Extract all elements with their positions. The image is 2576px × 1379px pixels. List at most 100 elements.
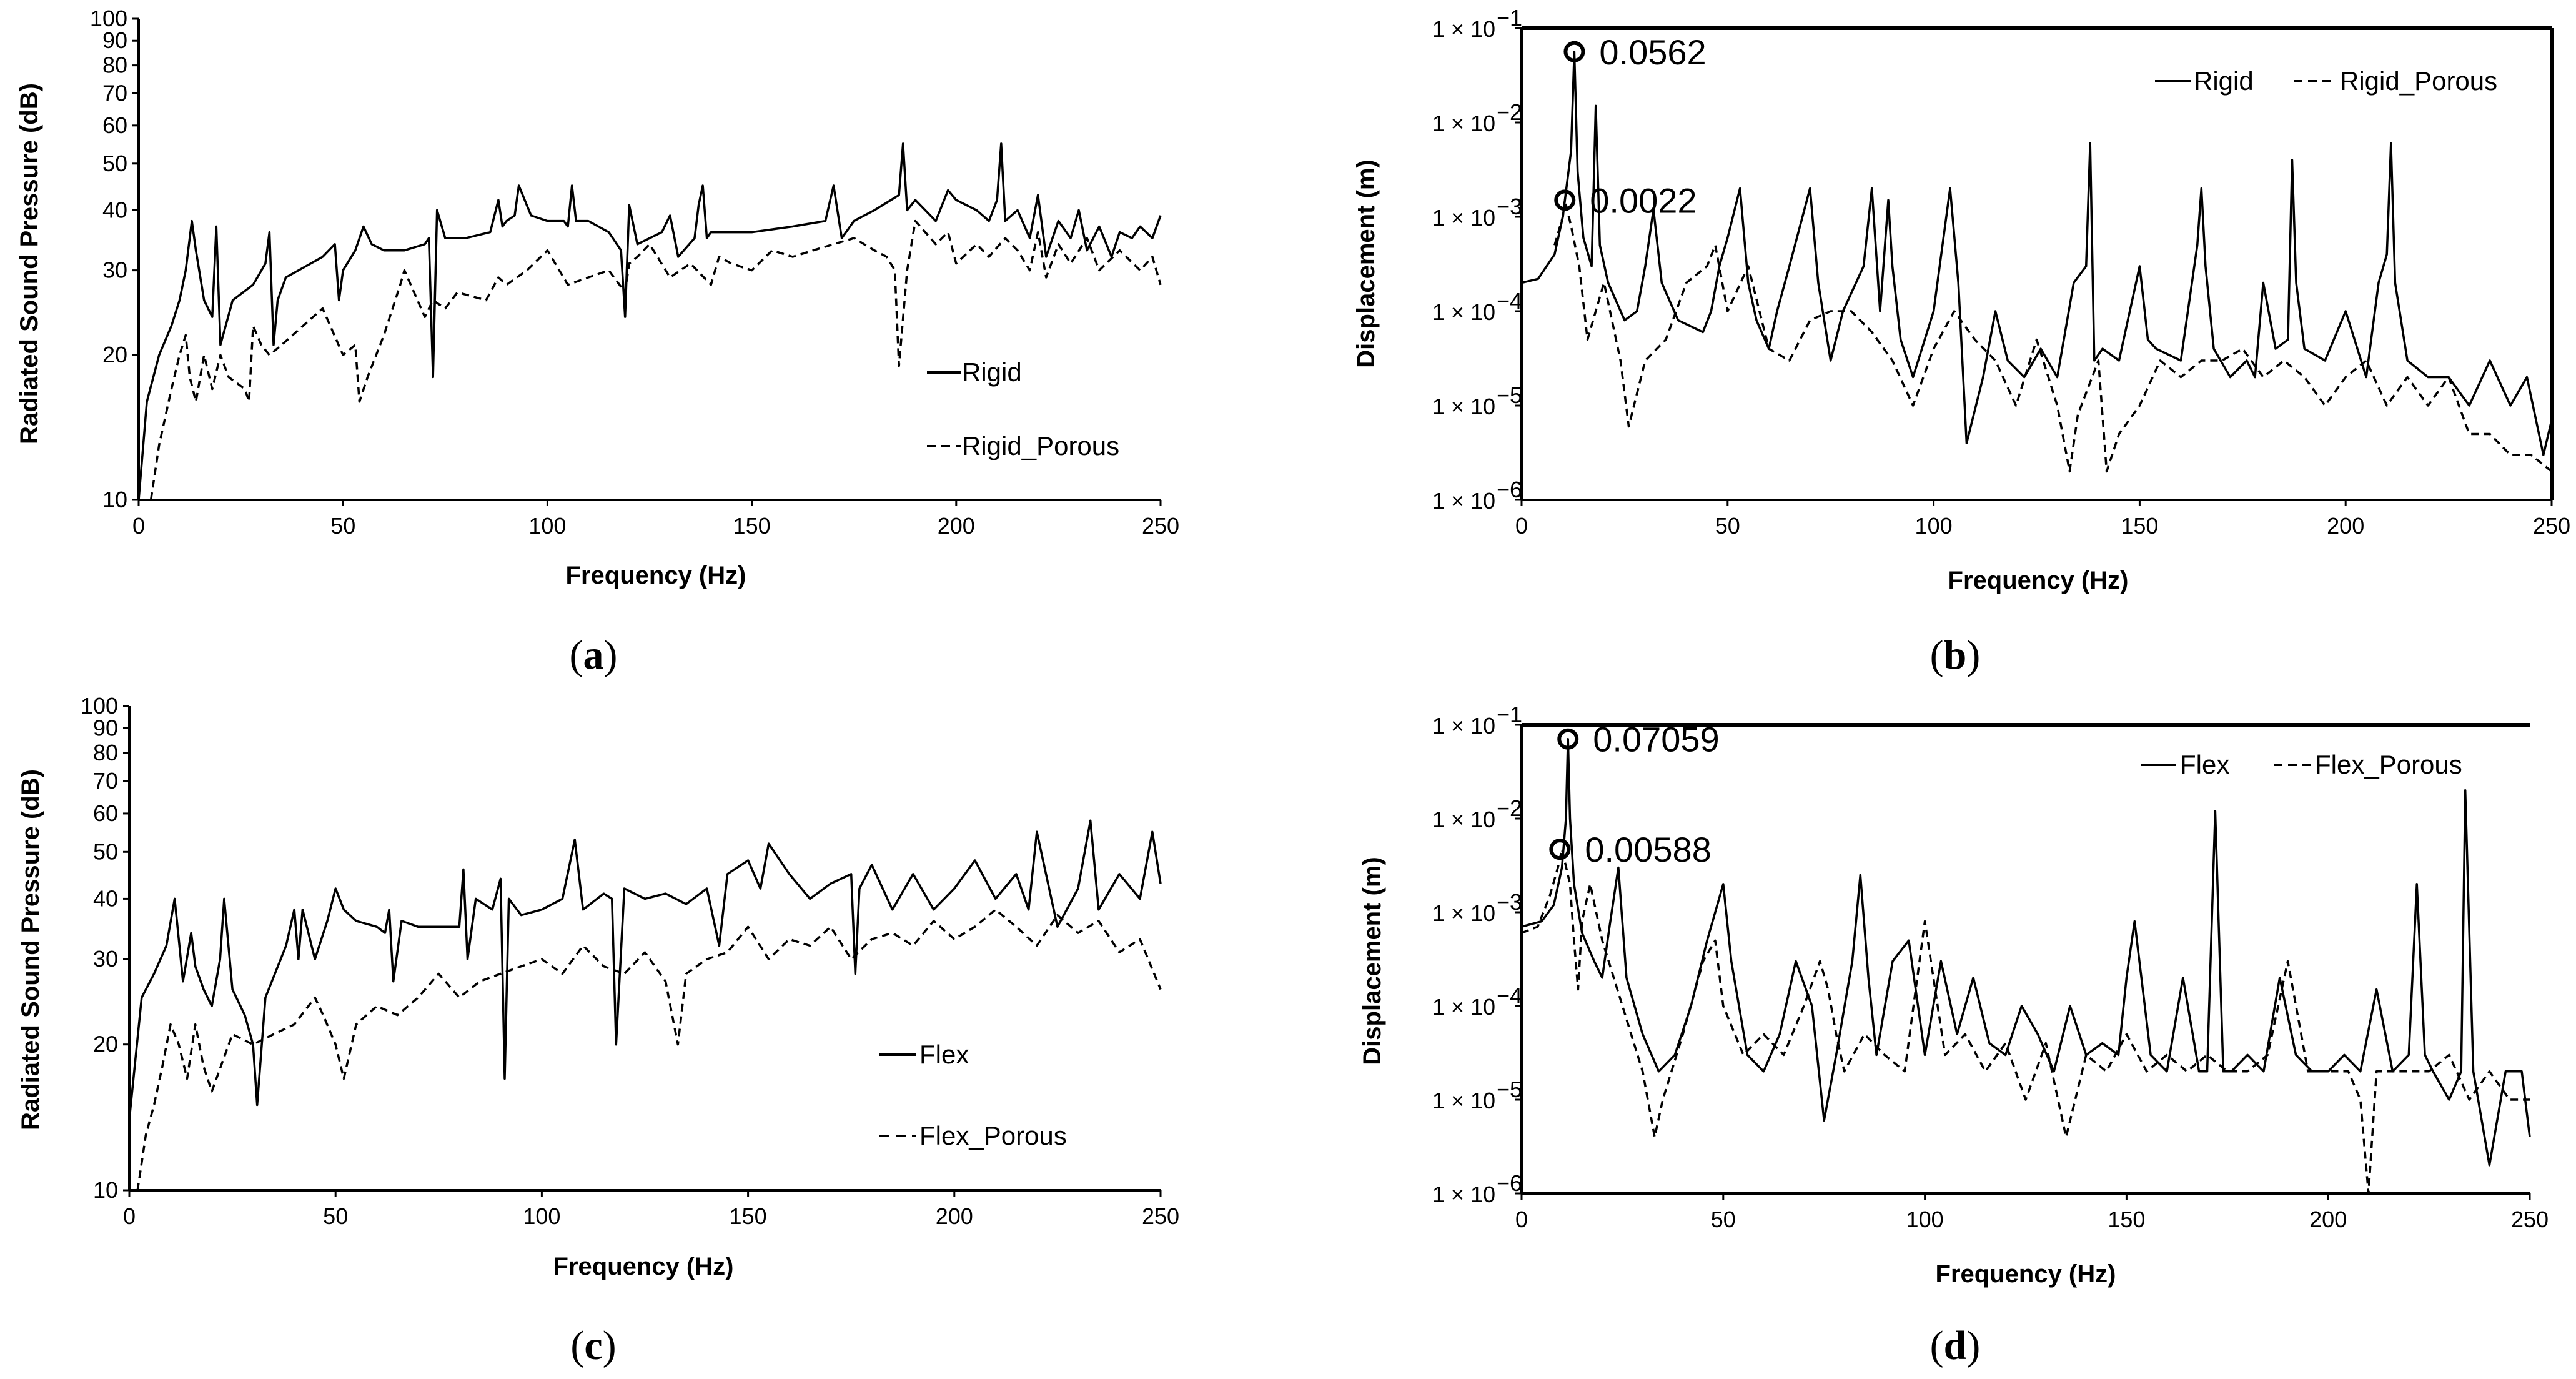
d-x-tick-label: 200 — [2309, 1207, 2347, 1232]
c-x-tick-label: 100 — [523, 1203, 560, 1229]
b-x-tick-label: 250 — [2533, 513, 2570, 539]
c-x-tick-label: 250 — [1142, 1203, 1179, 1229]
c-legend-label-flex-porous: Flex_Porous — [919, 1121, 1067, 1150]
c-y-tick-label: 50 — [93, 839, 118, 864]
c-y-tick-label: 90 — [93, 715, 118, 740]
a-axes-frame — [137, 19, 1161, 501]
a-x-axis-title: Frequency (Hz) — [566, 562, 746, 589]
d-y-tick-exponent: −5 — [1497, 1077, 1522, 1102]
c-legend-label-flex: Flex — [919, 1040, 969, 1069]
a-y-tick-label: 50 — [102, 151, 127, 176]
b-legend-label-rigid: Rigid — [2194, 66, 2254, 96]
a-x-tick-label: 100 — [528, 513, 566, 539]
b-x-tick-label: 50 — [1715, 513, 1740, 539]
b-y-axis-title: Displacement (m) — [1352, 159, 1380, 367]
d-peak-value-label: 0.07059 — [1593, 720, 1719, 759]
b-y-tick-label: 1 × 10 — [1432, 16, 1495, 42]
c-legend: Flex Flex_Porous — [879, 1040, 1067, 1150]
a-legend-label-rigid-porous: Rigid_Porous — [962, 431, 1119, 460]
c-panel-label-open: ( — [570, 1323, 584, 1368]
d-series-flex — [1521, 737, 2531, 1167]
b-peak-marker — [1563, 41, 1585, 62]
c-x-tick-label: 200 — [936, 1203, 973, 1229]
b-y-tick-exponent: −2 — [1497, 99, 1522, 125]
c-y-tick-label: 20 — [93, 1032, 118, 1057]
b-y-tick-exponent: −1 — [1497, 5, 1522, 31]
a-panel-label-close: ) — [604, 632, 618, 678]
a-panel-label: (a) — [570, 632, 618, 678]
b-series-rigid-porous — [1553, 199, 2553, 473]
chart-panel-d: 0 50 100 150 200 250 1 × 10 −61 × 10 −51 × 10 −4… — [1359, 702, 2549, 1368]
c-x-tick-labels: 0 50 100 150 200 250 — [123, 1203, 1179, 1229]
d-x-tick-label: 100 — [1906, 1207, 1944, 1232]
a-panel-label-open: ( — [570, 632, 583, 678]
b-panel-label-close: ) — [1966, 632, 1980, 678]
a-y-tick-label: 90 — [102, 27, 127, 53]
b-x-tick-label: 150 — [2121, 513, 2158, 539]
c-y-tick-label: 10 — [93, 1177, 118, 1203]
b-tick-marks — [1515, 27, 2553, 506]
a-x-tick-label: 0 — [132, 513, 145, 539]
d-x-tick-label: 250 — [2511, 1207, 2549, 1232]
d-peak-value-label: 0.00588 — [1585, 830, 1711, 869]
d-y-tick-label: 1 × 10 — [1432, 994, 1495, 1020]
c-y-tick-label: 70 — [93, 768, 118, 794]
b-peak-annotations: 0.0562 0.0022 — [1554, 32, 1707, 220]
d-peak-marker — [1549, 839, 1571, 860]
c-y-tick-label: 40 — [93, 885, 118, 911]
d-tick-marks — [1515, 724, 2531, 1200]
a-y-tick-label: 80 — [102, 52, 127, 78]
a-y-tick-label: 20 — [102, 342, 127, 367]
b-x-tick-label: 100 — [1915, 513, 1953, 539]
d-peak-annotations: 0.07059 0.00588 — [1549, 720, 1720, 869]
d-y-tick-exponent: −6 — [1497, 1170, 1522, 1196]
d-y-tick-label: 1 × 10 — [1432, 1182, 1495, 1207]
d-panel-label-letter: d — [1944, 1323, 1967, 1368]
a-y-tick-label: 100 — [90, 6, 127, 31]
d-panel-label-close: ) — [1966, 1323, 1980, 1368]
d-peak-marker — [1557, 728, 1579, 750]
d-legend-label-flex: Flex — [2180, 750, 2229, 779]
a-x-tick-label: 200 — [938, 513, 975, 539]
d-y-tick-label: 1 × 10 — [1432, 900, 1495, 926]
d-panel-label: (d) — [1930, 1323, 1981, 1368]
chart-panel-b: 0 50 100 150 200 250 1 × 10 −61 × 10 −51 × 10 −4… — [1352, 5, 2570, 678]
c-y-axis-title: Radiated Sound Pressure (dB) — [17, 769, 44, 1130]
c-x-tick-label: 50 — [323, 1203, 348, 1229]
c-axes-frame — [128, 706, 1161, 1192]
d-x-axis-title: Frequency (Hz) — [1936, 1260, 2116, 1288]
c-y-tick-label: 80 — [93, 740, 118, 765]
d-y-tick-exponent: −2 — [1497, 795, 1522, 821]
a-panel-label-letter: a — [583, 632, 604, 678]
b-axes-frame — [1520, 26, 2554, 501]
b-y-tick-exponent: −6 — [1497, 477, 1522, 502]
b-series-rigid — [1521, 51, 2553, 456]
c-panel-label-letter: c — [584, 1323, 602, 1368]
b-panel-label-letter: b — [1944, 632, 1967, 678]
a-y-tick-label: 10 — [102, 487, 127, 512]
d-y-tick-label: 1 × 10 — [1432, 713, 1495, 739]
a-legend-label-rigid: Rigid — [962, 357, 1022, 387]
c-panel-label-close: ) — [603, 1323, 617, 1368]
b-y-tick-labels: 1 × 10 −61 × 10 −51 × 10 −41 × 10 −31 × 10 −2… — [1432, 5, 1522, 514]
a-y-tick-label: 30 — [102, 257, 127, 283]
a-legend: Rigid Rigid_Porous — [927, 357, 1119, 460]
b-panel-label-open: ( — [1930, 632, 1944, 678]
c-series-layer — [128, 819, 1162, 1191]
c-panel-label: (c) — [570, 1323, 616, 1368]
b-y-tick-exponent: −5 — [1497, 382, 1522, 408]
d-series-layer — [1521, 737, 2531, 1195]
b-peak-marker — [1554, 189, 1576, 211]
d-y-tick-exponent: −4 — [1497, 983, 1522, 1008]
c-series-flex-porous — [136, 908, 1162, 1191]
b-y-tick-exponent: −4 — [1497, 288, 1522, 314]
b-y-tick-label: 1 × 10 — [1432, 394, 1495, 419]
d-y-axis-title: Displacement (m) — [1359, 857, 1386, 1065]
c-x-tick-label: 0 — [123, 1203, 136, 1229]
c-series-flex — [128, 819, 1162, 1120]
